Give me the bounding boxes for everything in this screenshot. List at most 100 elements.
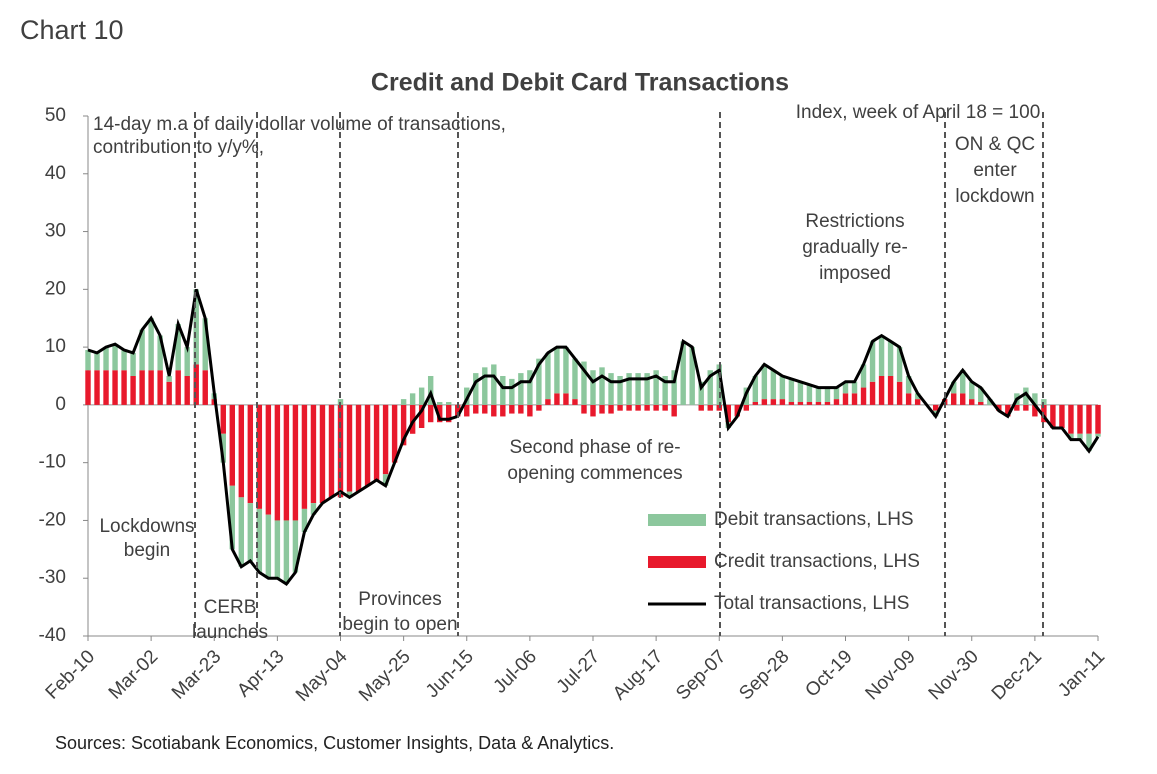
bar — [824, 402, 831, 405]
bar — [1095, 404, 1101, 434]
annotation: 14-day m.a of daily dollar volume of tra… — [93, 114, 506, 135]
bar — [896, 381, 903, 405]
bar — [536, 404, 542, 411]
bar — [1086, 433, 1092, 452]
x-tick-label: Nov-30 — [925, 646, 983, 704]
bar — [761, 364, 768, 400]
bar — [202, 370, 208, 405]
y-tick-label: 20 — [45, 278, 66, 299]
bar — [806, 384, 813, 402]
bar — [626, 373, 632, 405]
bar — [698, 404, 704, 411]
bar — [112, 370, 118, 405]
bar — [842, 393, 849, 405]
bar — [355, 404, 362, 492]
bar — [1014, 404, 1020, 411]
x-tick-label: Mar-23 — [168, 646, 225, 703]
bar — [184, 376, 190, 405]
bar — [932, 404, 939, 411]
bar — [734, 404, 740, 417]
bar — [1077, 404, 1083, 434]
bar — [400, 399, 407, 405]
bar — [166, 381, 172, 405]
y-tick-label: -20 — [39, 509, 66, 530]
bar — [572, 358, 578, 400]
chart-title: Credit and Debit Card Transactions — [371, 69, 789, 97]
y-tick-label: -40 — [39, 625, 66, 646]
x-tick-label: Jan-11 — [1054, 646, 1109, 701]
bar — [779, 399, 786, 405]
bar — [581, 404, 587, 414]
bar — [644, 373, 650, 405]
annotation: Restrictions — [805, 211, 904, 232]
bar — [788, 378, 795, 402]
y-tick-label: 40 — [45, 163, 66, 184]
bar — [256, 404, 263, 509]
annotation: CERB — [204, 597, 257, 618]
bar — [301, 508, 308, 532]
bar — [427, 404, 434, 423]
bar — [806, 402, 813, 405]
x-tick-label: Apr-13 — [233, 646, 288, 701]
bar — [247, 503, 254, 561]
annotation: Second phase of re- — [509, 437, 680, 458]
bar — [310, 404, 317, 504]
bar — [978, 387, 984, 402]
bar — [1095, 433, 1101, 437]
annotation: opening commences — [507, 463, 682, 484]
bar — [788, 402, 795, 405]
bar — [130, 352, 136, 376]
bar — [644, 404, 650, 411]
total-line — [87, 288, 1100, 587]
bar — [473, 373, 479, 405]
bar — [283, 520, 290, 584]
bar — [509, 404, 515, 414]
bar — [292, 404, 299, 521]
bar — [797, 402, 804, 405]
bar — [608, 373, 614, 405]
bar — [310, 503, 317, 515]
bar — [94, 352, 100, 371]
bar — [1050, 404, 1056, 428]
bar — [635, 404, 641, 411]
x-tick-label: Oct-19 — [801, 646, 856, 701]
bar — [590, 370, 596, 405]
legend-swatch — [648, 514, 706, 526]
bar — [689, 347, 695, 405]
bar — [887, 341, 894, 376]
bar — [969, 399, 975, 405]
bar — [545, 399, 551, 405]
bar — [400, 404, 407, 446]
bar — [1023, 387, 1029, 405]
bar — [1086, 404, 1092, 434]
bar — [743, 404, 750, 411]
bar — [1023, 404, 1029, 411]
bar — [978, 402, 984, 405]
bar — [653, 404, 659, 411]
bar — [274, 404, 281, 521]
x-tick-label: Sep-28 — [735, 646, 793, 704]
bar — [283, 404, 290, 521]
annotation: Index, week of April 18 = 100 — [796, 102, 1041, 123]
bar — [815, 387, 822, 402]
bar — [436, 402, 443, 405]
bar — [518, 373, 524, 405]
bar — [391, 404, 398, 463]
bar — [247, 404, 254, 504]
bar — [1077, 433, 1083, 440]
annotation: lockdown — [955, 186, 1034, 207]
bar — [455, 404, 461, 417]
x-tick-label: Sep-07 — [672, 646, 730, 704]
legend-label: Debit transactions, LHS — [714, 509, 914, 530]
bar — [653, 370, 659, 405]
bar — [382, 404, 389, 475]
bar — [662, 376, 668, 405]
bar — [590, 404, 596, 417]
bar — [220, 404, 226, 434]
bar — [572, 399, 578, 405]
bar — [1059, 404, 1065, 428]
annotation: contribution to y/y%, — [93, 137, 264, 158]
bar — [482, 367, 488, 405]
x-tick-label: Feb-10 — [42, 646, 99, 703]
